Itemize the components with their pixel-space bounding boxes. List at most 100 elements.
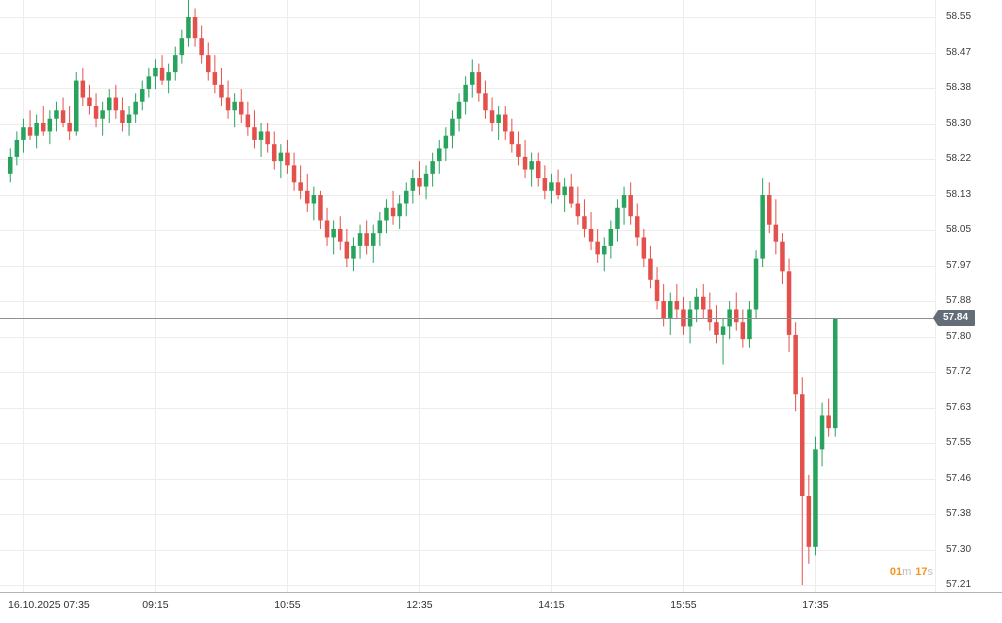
candle-down (225, 97, 231, 111)
candle-down (588, 228, 594, 242)
countdown-minutes: 01 (889, 566, 903, 578)
candle-down (192, 17, 198, 39)
price-axis-label: 58.47 (946, 46, 972, 58)
candle-up (410, 178, 416, 191)
price-axis-label: 57.63 (946, 401, 972, 413)
price-axis-label: 58.05 (946, 224, 972, 235)
price-axis-label: 57.38 (946, 508, 972, 519)
candle-down (555, 182, 561, 196)
candle-up (747, 309, 752, 340)
candle-down (239, 101, 244, 115)
time-axis-label: 12:35 (406, 599, 433, 611)
candle-down (489, 110, 495, 123)
candle-down (318, 195, 323, 221)
candle-up (602, 245, 607, 255)
candle-up (232, 101, 237, 111)
candle-down (272, 144, 277, 162)
candle-down (252, 127, 257, 140)
candle-down (648, 258, 653, 280)
candle-up (608, 228, 614, 246)
candle-down (67, 122, 72, 132)
candle-down (826, 415, 831, 429)
candle-down (767, 195, 772, 225)
candle-up (331, 228, 336, 238)
candle-up (727, 309, 732, 327)
candle-up (430, 161, 435, 174)
candle-up (687, 309, 693, 327)
candle-down (522, 156, 528, 170)
price-axis-label: 57.46 (946, 472, 972, 484)
candle-up (14, 139, 20, 157)
candle-up (8, 156, 13, 174)
candle-down (206, 55, 211, 73)
candle-down (536, 161, 541, 179)
candle-up (153, 67, 158, 77)
candle-down (291, 165, 297, 183)
candle-up (813, 449, 818, 547)
candle-up (258, 131, 264, 140)
candle-up (463, 84, 468, 102)
price-axis-label: 58.38 (946, 82, 972, 93)
countdown-minutes-unit: m (902, 566, 912, 578)
candle-down (582, 216, 587, 229)
candle-down (661, 301, 666, 318)
price-axis-label: 57.88 (946, 295, 972, 306)
candle-down (305, 190, 310, 204)
countdown-seconds: 17 (915, 566, 928, 578)
chart-plot-area[interactable] (0, 0, 935, 592)
candle-up (621, 195, 627, 208)
candle-up (126, 114, 132, 123)
candle-down (800, 394, 805, 496)
time-axis-label: 16.10.2025 07:35 (8, 599, 90, 611)
candle-up (54, 110, 59, 119)
candle-up (470, 72, 475, 85)
candle-up (720, 326, 726, 335)
candle-down (575, 203, 581, 217)
candle-down (417, 178, 422, 187)
candle-down (27, 127, 33, 136)
candle-up (450, 118, 455, 136)
candle-down (654, 279, 660, 301)
price-axis[interactable]: 58.55 58.47 58.38 58.30 58.22 58.13 58.05 57.97… (935, 0, 1002, 592)
candle-down (113, 97, 119, 111)
candle-down (806, 495, 812, 547)
time-axis-label: 15:55 (670, 599, 697, 611)
candle-down (324, 220, 330, 238)
candle-up (443, 135, 449, 149)
candle-down (219, 84, 224, 98)
price-axis-label: 57.30 (946, 543, 972, 555)
candle-up (107, 97, 112, 111)
candle-up (146, 76, 152, 90)
candle-up (668, 301, 673, 318)
candle-down (674, 301, 680, 310)
candle-down (786, 271, 792, 335)
candle-down (509, 131, 515, 145)
candle-up (34, 122, 39, 136)
candle-down (707, 309, 713, 323)
candle-down (60, 110, 66, 123)
candle-up (819, 415, 825, 450)
candle-down (344, 241, 350, 259)
candle-down (483, 93, 488, 111)
candle-down (595, 241, 600, 255)
candle-up (549, 182, 554, 191)
candle-down (120, 110, 125, 123)
candle-down (641, 237, 647, 259)
candle-up (371, 233, 376, 246)
candle-down (390, 207, 396, 217)
candle-up (278, 152, 284, 162)
candle-up (74, 80, 79, 132)
candle-down (265, 131, 270, 145)
candle-down (338, 228, 343, 242)
candle-up (166, 72, 171, 81)
time-axis[interactable]: 16.10.2025 07:35 09:15 10:55 12:35 14:15 15:5… (0, 592, 1002, 623)
candle-down (159, 67, 165, 81)
candle-down (734, 309, 739, 323)
candle-down (635, 216, 640, 238)
time-axis-label: 14:15 (538, 599, 565, 611)
candle-up (179, 38, 185, 56)
candle-up (615, 207, 620, 229)
candle-up (357, 233, 363, 246)
candle-up (397, 203, 402, 217)
